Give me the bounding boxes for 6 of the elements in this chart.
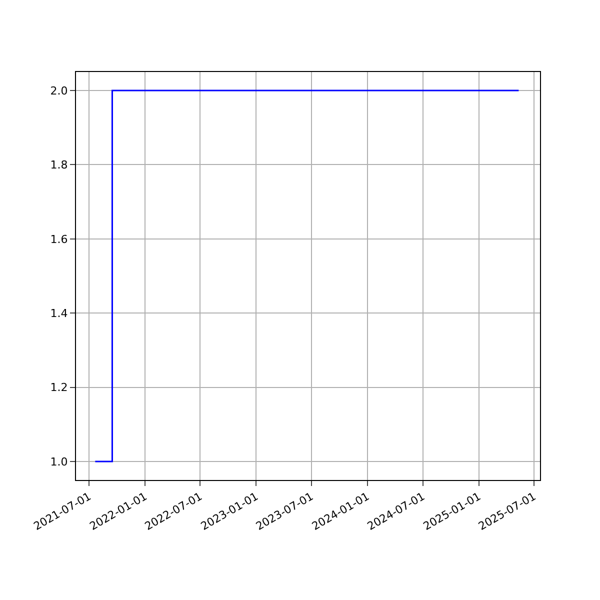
y-tick-label: 1.6: [50, 232, 68, 246]
y-tick-label: 1.4: [50, 306, 68, 320]
y-tick-label: 1.2: [50, 381, 68, 394]
y-tick-label: 2.0: [50, 84, 68, 98]
y-tick-label: 1.0: [50, 455, 68, 468]
y-tick-label: 1.8: [50, 158, 68, 172]
